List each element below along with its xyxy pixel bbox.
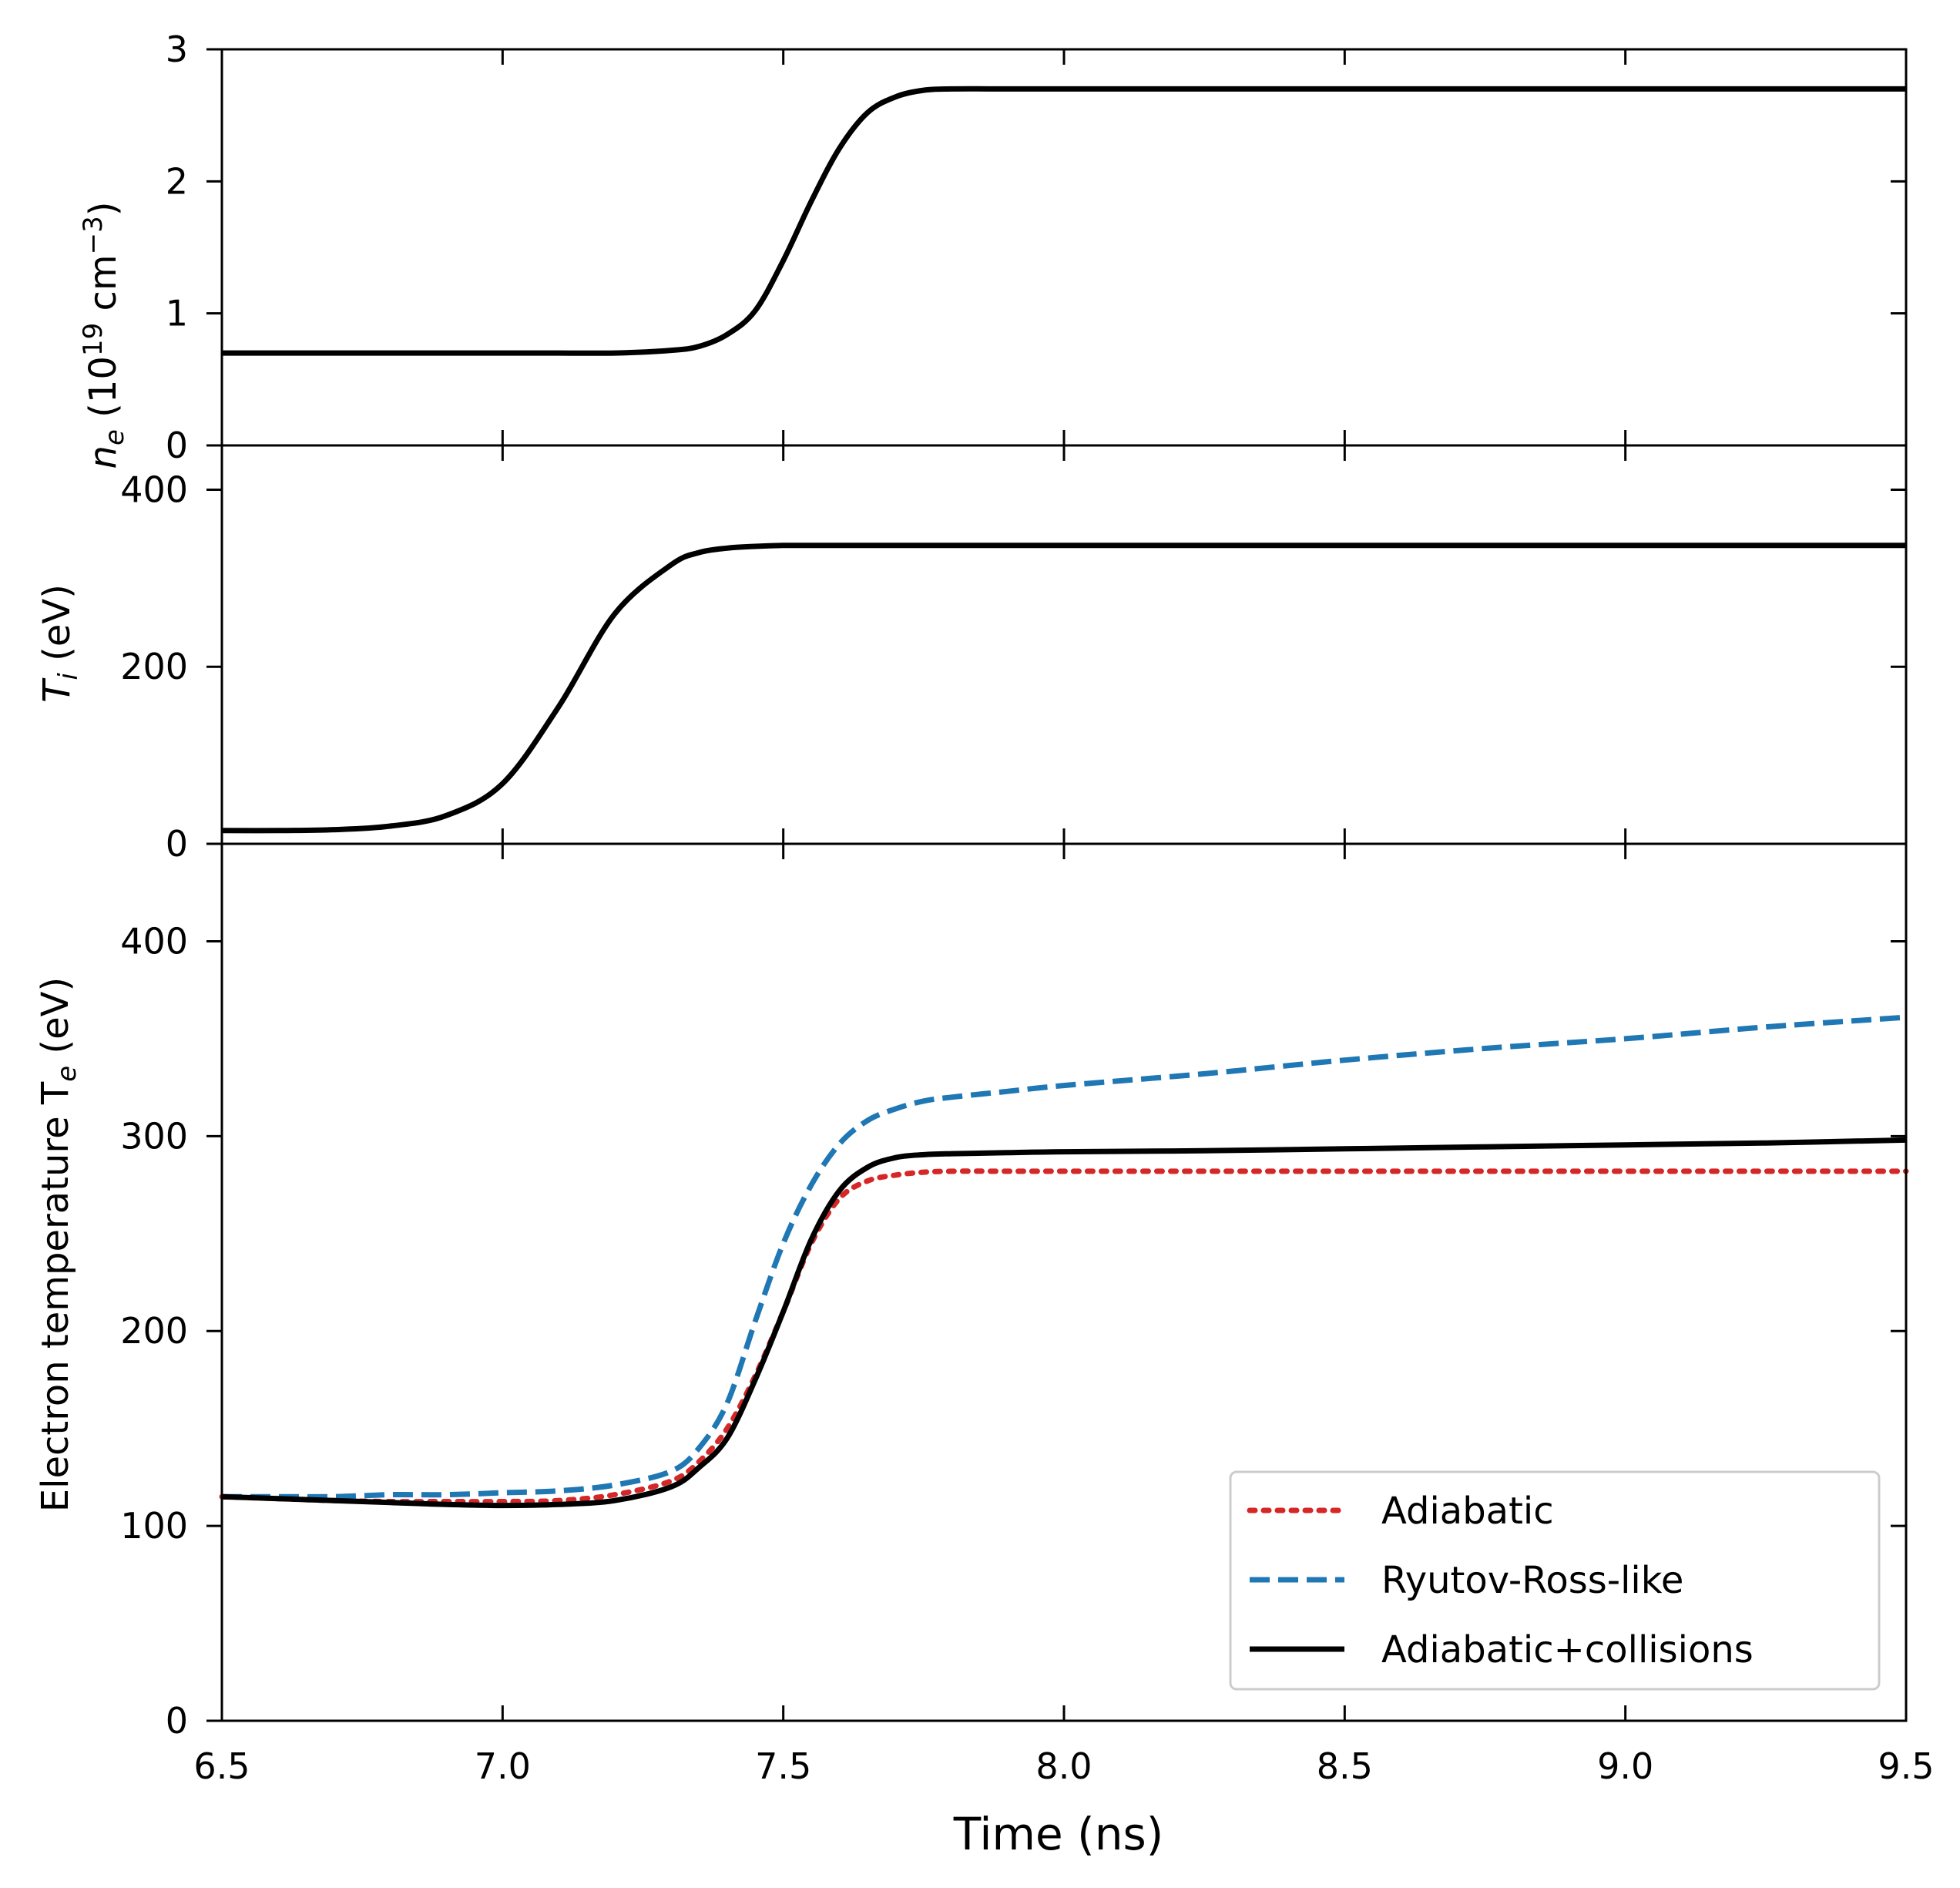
electron-temperature-axes-frame — [220, 842, 1908, 1722]
x-tick-label: 8.5 — [1317, 1745, 1373, 1787]
ion-temperature-ytick-label: 200 — [120, 646, 188, 687]
density-series — [221, 86, 1906, 356]
electron-temperature-ticks: 0 100 200 300 400 — [120, 844, 1908, 1742]
ion-temperature-ytick-label: 400 — [120, 469, 188, 510]
x-tick-label: 7.0 — [475, 1745, 531, 1787]
legend-label-adiabatic: Adiabatic — [1381, 1490, 1554, 1533]
density-ytick-label: 0 — [166, 425, 188, 466]
legend-frame — [1229, 1470, 1881, 1691]
density-ytick-label: 2 — [166, 160, 188, 202]
electron-temperature-ytick-label: 100 — [120, 1505, 188, 1547]
density-ytick-label: 3 — [166, 29, 188, 70]
ion-temperature-ylabel: Ti (eV) — [35, 584, 84, 703]
adiabatic-collisions-curve — [221, 1137, 1907, 1509]
x-tick-label: 7.5 — [755, 1745, 811, 1787]
electron-temperature-ytick-label: 300 — [120, 1115, 188, 1157]
ion-temperature-ytick-label: 0 — [166, 823, 188, 865]
ion-temperature-curve — [221, 543, 1906, 834]
electron-temperature-ytick-label: 200 — [120, 1310, 188, 1352]
electron-temperature-ylabel: Electron temperature Te (eV) — [34, 977, 82, 1512]
x-tick-label: 8.0 — [1035, 1745, 1092, 1787]
legend-label-ryutov-ross-like: Ryutov-Ross-like — [1381, 1559, 1683, 1602]
density-ylabel: ne (1019 cm−3) — [78, 202, 130, 469]
electron-temperature-series — [219, 1014, 1909, 1509]
legend-label-adiabatic-collisions: Adiabatic+collisions — [1381, 1628, 1754, 1671]
density-ytick-label: 1 — [166, 293, 188, 334]
x-tick-label: 9.0 — [1597, 1745, 1653, 1787]
density-curve — [221, 86, 1906, 356]
x-tick-label: 9.5 — [1878, 1745, 1934, 1787]
x-tick-label: 6.5 — [193, 1745, 250, 1787]
x-axis-title: Time (ns) — [953, 1808, 1164, 1860]
ion-temperature-series — [221, 543, 1906, 834]
electron-temperature-panel: 0 100 200 300 400 Electron temperature Te (e… — [34, 842, 1909, 1742]
electron-temperature-ytick-label: 400 — [120, 920, 188, 962]
adiabatic-curve — [219, 1168, 1909, 1505]
electron-temperature-ytick-label: 0 — [166, 1700, 188, 1742]
x-tick-labels: 6.5 7.0 7.5 8.0 8.5 9.0 9.5 — [193, 1745, 1934, 1787]
legend: Adiabatic Ryutov-Ross-like Adiabatic+col… — [1229, 1470, 1881, 1691]
ryutov-ross-like-curve — [222, 1014, 1907, 1500]
